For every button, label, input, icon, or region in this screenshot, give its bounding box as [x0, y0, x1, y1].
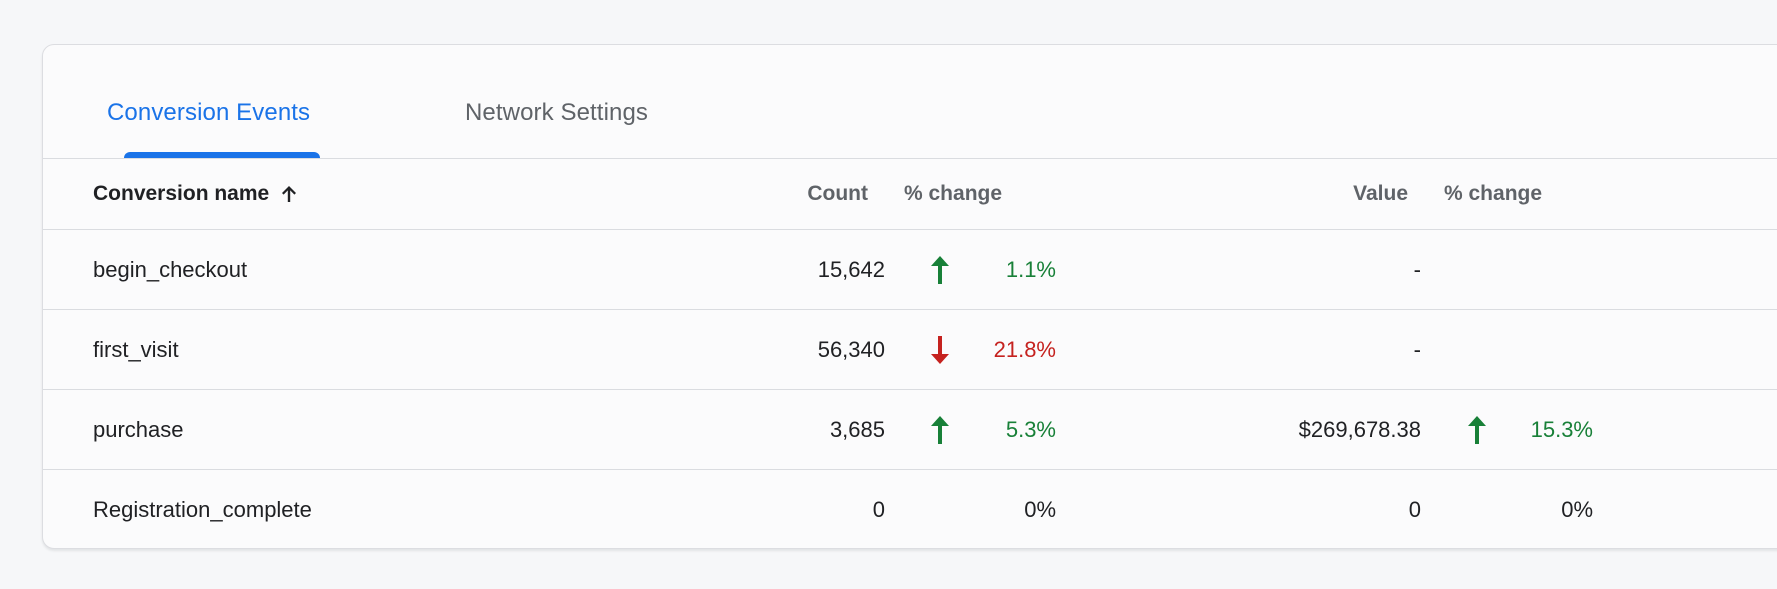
tab-bar: Conversion Events Network Settings: [43, 45, 1777, 159]
trend-down-icon: [923, 310, 957, 389]
column-header-count-change[interactable]: % change: [904, 182, 1003, 205]
count-change: 1.1%: [1005, 256, 1056, 282]
conversion-name: Registration_complete: [93, 496, 312, 522]
trend-up-icon: [923, 230, 957, 309]
table-row[interactable]: first_visit 56,340 21.8% -: [43, 310, 1777, 390]
active-tab-indicator: [124, 152, 320, 158]
trend-up-icon: [1460, 390, 1494, 469]
value-change: 15.3%: [1530, 416, 1593, 442]
column-header-value-change[interactable]: % change: [1444, 182, 1543, 205]
table-row[interactable]: Registration_complete 0 0% 0 0%: [43, 470, 1777, 548]
conversion-name: begin_checkout: [93, 256, 248, 282]
count-change: 0%: [1024, 496, 1056, 522]
column-header-value[interactable]: Value: [1353, 182, 1408, 205]
table-row[interactable]: begin_checkout 15,642 1.1% -: [43, 230, 1777, 310]
tab-network-settings[interactable]: Network Settings: [465, 99, 649, 126]
column-header-conversion-name[interactable]: Conversion name: [93, 159, 299, 229]
value: $269,678.38: [1298, 416, 1421, 442]
count-change: 21.8%: [993, 336, 1056, 362]
conversions-card: Conversion Events Network Settings Conve…: [42, 44, 1777, 549]
tab-conversion-events[interactable]: Conversion Events: [107, 99, 311, 126]
count-value: 3,685: [829, 416, 885, 442]
value: -: [1413, 336, 1421, 362]
value: 0: [1408, 496, 1421, 522]
count-change: 5.3%: [1005, 416, 1056, 442]
count-value: 15,642: [817, 256, 885, 282]
sort-ascending-icon[interactable]: [279, 184, 299, 204]
trend-up-icon: [923, 390, 957, 469]
value-change: 0%: [1561, 496, 1593, 522]
column-header-count[interactable]: Count: [807, 182, 868, 205]
table-row[interactable]: purchase 3,685 5.3% $269,678.38 15.3%: [43, 390, 1777, 470]
value: -: [1413, 256, 1421, 282]
count-value: 56,340: [817, 336, 885, 362]
conversion-name: purchase: [93, 416, 184, 442]
conversion-name: first_visit: [93, 336, 179, 362]
count-value: 0: [872, 496, 885, 522]
table-header: Conversion name Count % change Value % c…: [43, 159, 1777, 230]
